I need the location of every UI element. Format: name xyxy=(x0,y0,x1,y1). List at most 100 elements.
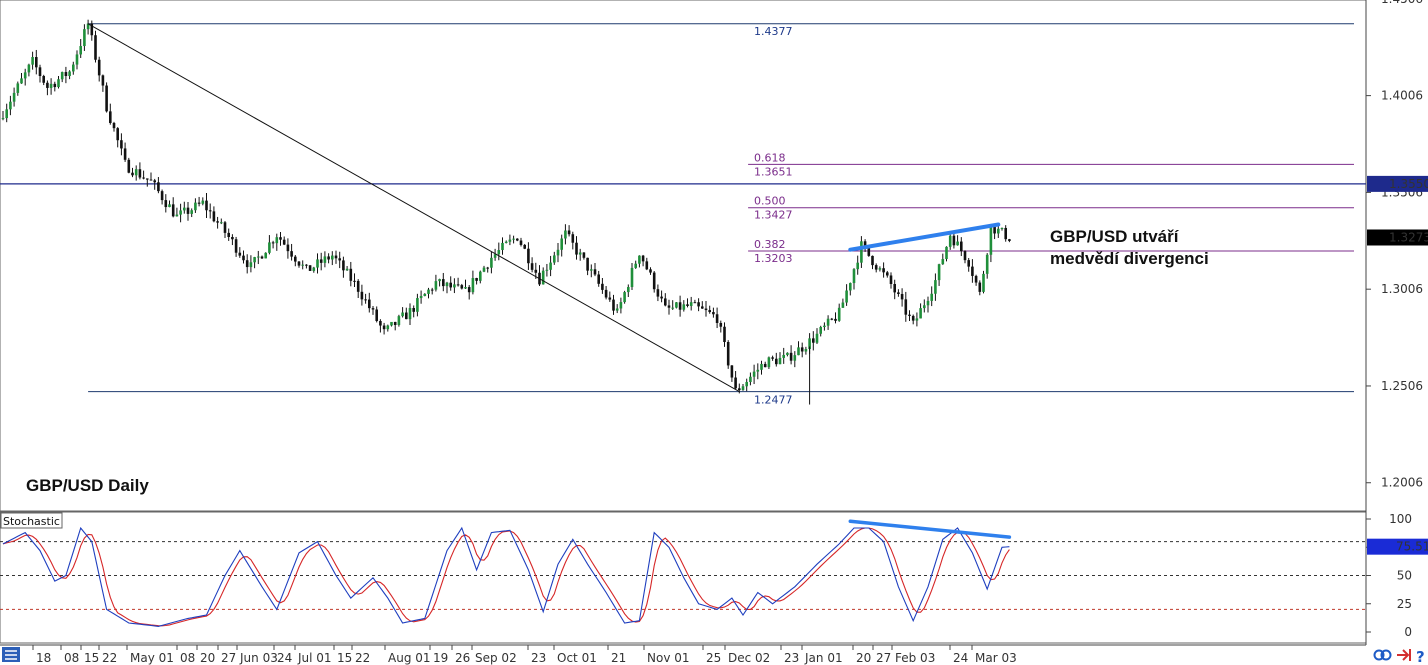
candle-body xyxy=(245,260,249,268)
candle xyxy=(586,257,589,276)
stochastic-trend-line xyxy=(848,519,1012,539)
candle xyxy=(442,272,445,292)
price-axis-ticks: 1.45061.40061.35061.30061.25061.20061.35… xyxy=(1366,0,1428,490)
candle-body xyxy=(471,278,475,293)
candle xyxy=(105,82,108,113)
candle-body xyxy=(874,265,878,270)
candle-body xyxy=(738,388,741,391)
candle-body xyxy=(149,179,153,181)
time-tick-label: Jun 03 xyxy=(239,651,278,665)
candle xyxy=(704,300,708,317)
candle-body xyxy=(564,230,567,239)
time-tick-label: Oct 01 xyxy=(557,651,597,665)
candle xyxy=(1008,238,1011,243)
fib-ratio-label-0: 0.618 xyxy=(754,151,786,164)
candle xyxy=(693,299,697,304)
candle xyxy=(697,298,700,312)
candle xyxy=(290,243,293,261)
candle xyxy=(667,299,671,315)
candle xyxy=(815,328,819,344)
candle xyxy=(612,294,615,315)
price-tag-box-1 xyxy=(1367,229,1428,246)
candle-body xyxy=(752,371,756,377)
candle-body xyxy=(109,111,112,123)
candle-body xyxy=(227,232,230,237)
candle xyxy=(331,251,334,266)
candle-body xyxy=(46,82,49,88)
time-tick-label: Jul 01 xyxy=(297,651,332,665)
price-tick-label: 1.3006 xyxy=(1381,282,1423,296)
candle xyxy=(9,95,12,116)
candle-body xyxy=(619,302,623,309)
candle-body xyxy=(338,258,341,261)
candle xyxy=(46,80,49,96)
candle xyxy=(393,321,397,331)
candle-body xyxy=(253,257,256,263)
candle xyxy=(823,322,826,331)
candle-body xyxy=(553,255,556,263)
help-icon[interactable]: ? xyxy=(1416,648,1425,665)
time-tick-label: Mar 03 xyxy=(975,651,1017,665)
candle-body xyxy=(638,255,641,264)
candle xyxy=(186,202,190,221)
candle xyxy=(886,270,889,278)
price-tick-label: 1.4506 xyxy=(1381,0,1423,6)
price-pane[interactable] xyxy=(0,0,1367,512)
candle-body xyxy=(201,200,205,204)
candle xyxy=(900,288,904,307)
candle-body xyxy=(257,256,260,258)
candle-body xyxy=(575,242,578,255)
candle-body xyxy=(260,256,264,259)
candle xyxy=(27,63,31,77)
stochastic-label-box[interactable] xyxy=(0,512,63,529)
candle-body xyxy=(745,381,748,387)
candle xyxy=(482,265,486,273)
candle xyxy=(656,284,660,302)
candle xyxy=(567,225,571,237)
candle xyxy=(86,19,90,35)
candle xyxy=(1004,225,1007,242)
stochastic-label: Stochastic xyxy=(3,515,60,528)
candle xyxy=(841,298,845,308)
candle xyxy=(934,273,937,301)
candle-body xyxy=(334,255,338,259)
candle-body xyxy=(897,292,900,294)
candle xyxy=(423,293,427,297)
candle-body xyxy=(660,296,663,299)
candle xyxy=(271,240,275,249)
candle-body xyxy=(442,279,445,287)
candle-body xyxy=(915,318,919,321)
stochastic-pane[interactable] xyxy=(0,511,1367,644)
candle-body xyxy=(79,46,82,55)
candle-body xyxy=(667,305,671,308)
candle-body xyxy=(83,29,86,47)
candle-body xyxy=(541,270,545,285)
candle-body xyxy=(90,23,94,36)
candle xyxy=(183,201,186,214)
candle-body xyxy=(419,295,423,299)
candle-body xyxy=(689,302,693,306)
candle xyxy=(793,351,797,368)
time-tick-label: 27 xyxy=(876,651,891,665)
candle xyxy=(94,30,97,63)
link-icon[interactable] xyxy=(1373,649,1392,661)
candle xyxy=(201,197,205,206)
candle xyxy=(830,317,834,321)
candle-body xyxy=(205,200,208,211)
candle-body xyxy=(782,354,785,358)
candle-body xyxy=(9,101,12,110)
candle xyxy=(571,231,575,250)
candle-body xyxy=(675,302,678,308)
candle xyxy=(804,346,808,355)
menu-icon[interactable] xyxy=(2,647,20,662)
candle-body xyxy=(497,250,501,255)
candle xyxy=(541,267,545,285)
candle xyxy=(238,247,242,258)
candle-body xyxy=(183,207,186,211)
scroll-to-end-icon[interactable] xyxy=(1397,649,1411,661)
candle xyxy=(175,207,179,217)
candle-body xyxy=(945,246,948,260)
candle xyxy=(812,331,815,351)
candle-body xyxy=(308,265,312,271)
candle xyxy=(597,270,600,287)
